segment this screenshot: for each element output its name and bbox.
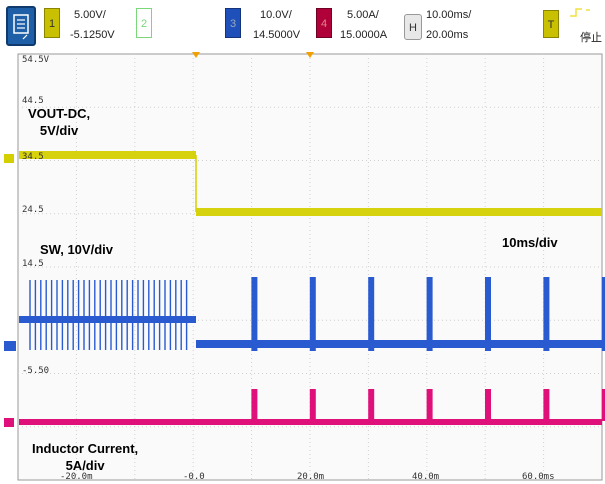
y-tick-label: 24.5: [22, 205, 44, 215]
sw-burst: [485, 277, 491, 351]
sw-burst: [426, 277, 433, 351]
trigger-edge-icon: [570, 8, 590, 17]
scope-grid: [4, 52, 605, 481]
menu-icon[interactable]: [6, 6, 36, 46]
trigger-button[interactable]: T: [543, 10, 559, 38]
channel-4-scale: 5.00A/: [347, 9, 379, 21]
vout-trace-high: [19, 151, 196, 159]
x-tick-label: 20.0m: [297, 472, 325, 482]
inductor-pulse: [309, 389, 316, 421]
inductor-trace: [19, 419, 602, 425]
x-tick-label: -0.0: [183, 472, 205, 482]
x-tick-label: 60.0ms: [522, 472, 555, 482]
toolbar: 1 5.00V/ -5.1250V 2 3 10.0V/ 14.5000V 4 …: [0, 0, 605, 52]
sw-burst: [543, 277, 550, 351]
sw-burst: [368, 277, 375, 351]
channel-4-button[interactable]: 4: [316, 8, 332, 38]
timebase-label: 10ms/div: [502, 235, 558, 250]
trigger-position-marker: [192, 52, 200, 58]
waveform-display[interactable]: 54.5V 44.5 34.5 24.5 14.5 -5.50 -20.0m -…: [0, 52, 605, 484]
y-tick-label: 34.5: [22, 152, 44, 162]
inductor-pulse: [426, 389, 433, 421]
sw-burst: [601, 277, 605, 351]
channel-2-button[interactable]: 2: [136, 8, 152, 38]
channel-4-offset: 15.0000A: [340, 29, 388, 41]
y-tick-label: -5.50: [22, 366, 50, 376]
x-tick-label: 40.0m: [412, 472, 440, 482]
x-tick-label: -20.0m: [60, 472, 93, 482]
inductor-label: Inductor Current, 5A/div: [32, 441, 139, 473]
inductor-pulse: [543, 389, 550, 421]
horizontal-scale: 10.00ms/: [426, 9, 472, 21]
horizontal-delay: 20.00ms: [426, 29, 469, 41]
sw-trace-post: [196, 340, 602, 348]
y-tick-label: 44.5: [22, 96, 44, 106]
delay-marker: [306, 52, 314, 58]
sw-trace-pre: [19, 316, 196, 323]
horizontal-button[interactable]: H: [404, 14, 422, 40]
run-status: 停止: [580, 32, 602, 44]
vout-trace-low: [196, 208, 602, 216]
ch1-ground-marker: [4, 154, 14, 163]
ch4-ground-marker: [4, 418, 14, 427]
ch3-ground-marker: [4, 341, 16, 351]
inductor-pulse: [485, 389, 491, 421]
vout-label: VOUT-DC, 5V/div: [28, 106, 91, 138]
channel-1-scale: 5.00V/: [74, 9, 106, 21]
channel-3-offset: 14.5000V: [253, 29, 301, 41]
channel-1-button[interactable]: 1: [44, 8, 60, 38]
y-tick-label: 54.5V: [22, 55, 50, 65]
channel-3-scale: 10.0V/: [260, 9, 292, 21]
channel-1-offset: -5.1250V: [70, 29, 115, 41]
inductor-pulse: [368, 389, 375, 421]
sw-burst: [251, 277, 258, 351]
sw-burst: [309, 277, 316, 351]
y-tick-label: 14.5: [22, 259, 44, 269]
inductor-pulse: [601, 389, 605, 421]
channel-3-button[interactable]: 3: [225, 8, 241, 38]
inductor-pulse: [251, 389, 258, 421]
sw-label: SW, 10V/div: [40, 242, 113, 257]
